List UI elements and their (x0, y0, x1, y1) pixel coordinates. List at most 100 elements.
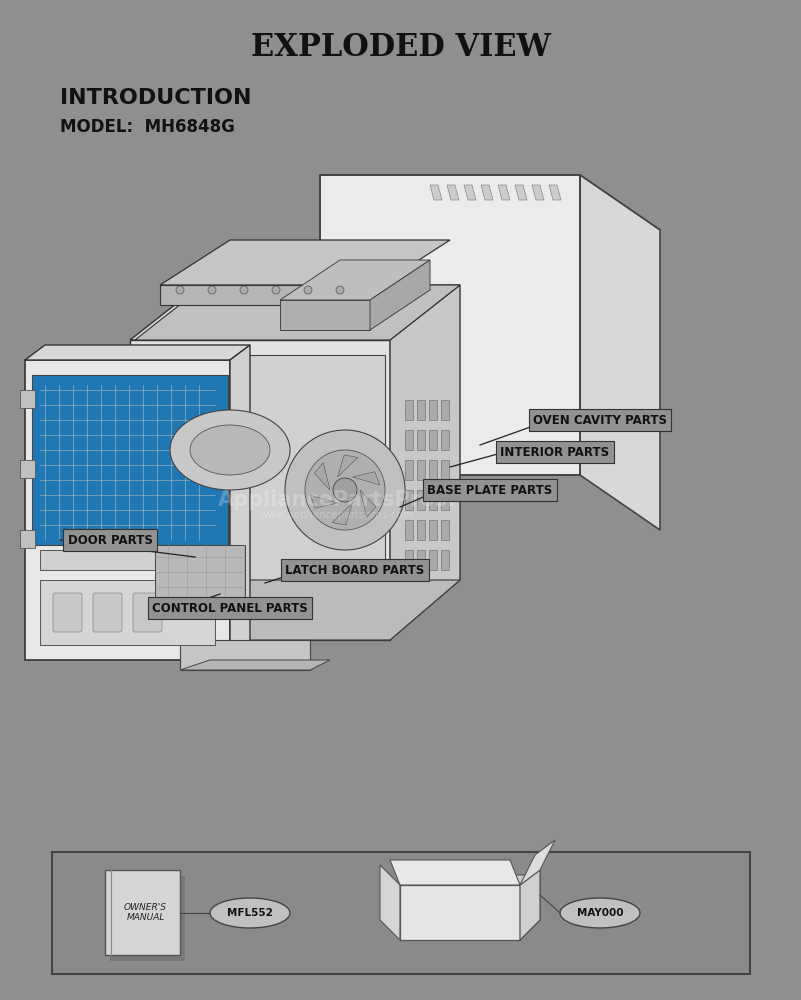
Polygon shape (20, 390, 35, 408)
Polygon shape (441, 430, 449, 450)
Polygon shape (417, 520, 425, 540)
Polygon shape (417, 400, 425, 420)
Ellipse shape (190, 425, 270, 475)
Text: EXPLODED VIEW: EXPLODED VIEW (251, 32, 550, 64)
Polygon shape (441, 460, 449, 480)
Circle shape (272, 286, 280, 294)
Polygon shape (405, 460, 413, 480)
Polygon shape (498, 185, 510, 200)
Text: MFL552: MFL552 (227, 908, 273, 918)
Polygon shape (400, 920, 540, 940)
Polygon shape (580, 175, 660, 530)
FancyBboxPatch shape (93, 593, 122, 632)
Circle shape (305, 450, 385, 530)
Polygon shape (430, 185, 442, 200)
Text: INTRODUCTION: INTRODUCTION (60, 88, 252, 108)
Text: INTERIOR PARTS: INTERIOR PARTS (501, 446, 610, 458)
Polygon shape (135, 285, 460, 340)
Polygon shape (400, 885, 520, 940)
Circle shape (304, 286, 312, 294)
Polygon shape (441, 520, 449, 540)
Polygon shape (417, 550, 425, 570)
Polygon shape (130, 285, 460, 340)
Polygon shape (429, 460, 437, 480)
Polygon shape (420, 870, 540, 920)
Text: www.appliancepartspros.com: www.appliancepartspros.com (260, 510, 413, 520)
Polygon shape (405, 490, 413, 510)
Text: MODEL:  MH6848G: MODEL: MH6848G (60, 118, 235, 136)
Polygon shape (532, 185, 544, 200)
Polygon shape (320, 175, 660, 230)
Polygon shape (280, 260, 430, 300)
Polygon shape (310, 495, 337, 508)
Ellipse shape (170, 410, 290, 490)
Polygon shape (417, 430, 425, 450)
Text: CONTROL PANEL PARTS: CONTROL PANEL PARTS (152, 601, 308, 614)
Polygon shape (405, 400, 413, 420)
Polygon shape (429, 430, 437, 450)
Polygon shape (441, 400, 449, 420)
Polygon shape (40, 550, 215, 570)
Polygon shape (447, 185, 459, 200)
FancyBboxPatch shape (52, 852, 750, 974)
Text: AppliancePartsPros.: AppliancePartsPros. (218, 490, 455, 510)
Polygon shape (417, 490, 425, 510)
Polygon shape (160, 285, 380, 305)
Circle shape (240, 286, 248, 294)
FancyBboxPatch shape (53, 593, 82, 632)
Circle shape (333, 478, 357, 502)
Text: OWNER'S
MANUAL: OWNER'S MANUAL (124, 903, 167, 922)
Polygon shape (160, 240, 450, 285)
Polygon shape (549, 185, 561, 200)
Text: OVEN CAVITY PARTS: OVEN CAVITY PARTS (533, 414, 667, 426)
Polygon shape (130, 580, 460, 640)
Polygon shape (441, 490, 449, 510)
Polygon shape (180, 640, 310, 670)
Polygon shape (390, 285, 460, 640)
Polygon shape (360, 490, 376, 517)
Polygon shape (520, 840, 555, 885)
Polygon shape (230, 345, 250, 660)
Polygon shape (441, 550, 449, 570)
Polygon shape (20, 530, 35, 548)
Polygon shape (405, 520, 413, 540)
Polygon shape (405, 550, 413, 570)
Polygon shape (370, 260, 430, 330)
Polygon shape (130, 340, 390, 640)
Circle shape (176, 286, 184, 294)
Polygon shape (110, 876, 185, 961)
Polygon shape (352, 472, 380, 485)
Polygon shape (515, 185, 527, 200)
Polygon shape (32, 375, 228, 545)
Circle shape (285, 430, 405, 550)
Polygon shape (390, 860, 520, 885)
Circle shape (336, 286, 344, 294)
Text: DOOR PARTS: DOOR PARTS (67, 534, 152, 546)
Polygon shape (280, 300, 370, 330)
Polygon shape (429, 520, 437, 540)
Polygon shape (405, 430, 413, 450)
Ellipse shape (560, 898, 640, 928)
Polygon shape (25, 345, 250, 360)
Polygon shape (180, 660, 330, 670)
Polygon shape (105, 870, 180, 955)
Polygon shape (417, 460, 425, 480)
Polygon shape (332, 503, 352, 525)
Polygon shape (464, 185, 476, 200)
Text: BASE PLATE PARTS: BASE PLATE PARTS (428, 484, 553, 496)
Polygon shape (155, 545, 245, 615)
Circle shape (208, 286, 216, 294)
Ellipse shape (210, 898, 290, 928)
Polygon shape (314, 463, 330, 490)
Polygon shape (520, 870, 540, 940)
Polygon shape (337, 455, 358, 477)
Polygon shape (429, 550, 437, 570)
Text: MAY000: MAY000 (577, 908, 623, 918)
Polygon shape (40, 385, 215, 540)
Polygon shape (380, 865, 400, 940)
Polygon shape (320, 175, 580, 475)
Polygon shape (20, 460, 35, 478)
FancyBboxPatch shape (133, 593, 162, 632)
Polygon shape (481, 185, 493, 200)
Polygon shape (155, 355, 385, 625)
